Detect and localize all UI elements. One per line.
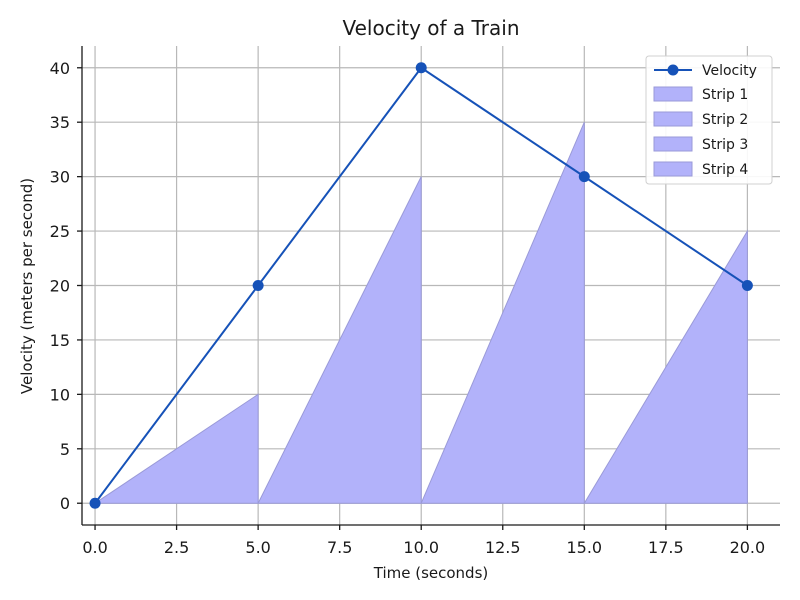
x-tick-label: 0.0 <box>82 538 107 557</box>
y-tick-label: 30 <box>50 168 70 187</box>
legend-strip-swatch <box>653 86 693 102</box>
y-tick-label: 0 <box>60 494 70 513</box>
velocity-point <box>578 171 590 183</box>
y-tick-label: 25 <box>50 222 70 241</box>
x-tick-label: 17.5 <box>648 538 684 557</box>
y-tick-label: 15 <box>50 331 70 350</box>
legend-label-velocity: Velocity <box>702 63 757 79</box>
strips <box>93 122 748 504</box>
x-tick-label: 15.0 <box>566 538 602 557</box>
x-axis-label: Time (seconds) <box>373 564 489 582</box>
x-tick-label: 12.5 <box>485 538 521 557</box>
y-tick-label: 40 <box>50 59 70 78</box>
velocity-point <box>741 280 753 291</box>
strip-2 <box>257 176 422 504</box>
y-tick-label: 35 <box>50 113 70 132</box>
y-tick-label: 5 <box>60 440 70 459</box>
strip-3 <box>420 122 585 504</box>
legend-velocity-marker <box>667 64 679 76</box>
strip-1 <box>93 393 259 504</box>
x-tick-label: 20.0 <box>730 538 766 557</box>
x-tick-label: 7.5 <box>327 538 352 557</box>
legend-strip-swatch <box>653 136 693 152</box>
legend: Velocity Strip 1 Strip 2 Strip 3 Strip 4 <box>645 55 773 185</box>
velocity-series <box>89 62 753 509</box>
legend-label-strip-2: Strip 2 <box>702 112 748 128</box>
axes: 0.0 2.5 5.0 7.5 10.0 12.5 15.0 17.5 20.0 0 5 10 15 20… <box>50 46 780 557</box>
velocity-point <box>252 280 264 291</box>
legend-strip-swatch <box>653 111 693 127</box>
velocity-point <box>415 62 427 74</box>
legend-label-strip-1: Strip 1 <box>702 87 748 103</box>
x-tick-label: 5.0 <box>245 538 270 557</box>
legend-label-strip-3: Strip 3 <box>702 137 748 153</box>
y-tick-label: 10 <box>50 385 70 404</box>
velocity-point <box>89 497 101 509</box>
legend-strip-swatch <box>653 161 693 177</box>
legend-label-strip-4: Strip 4 <box>702 162 748 178</box>
y-axis-label: Velocity (meters per second) <box>18 178 36 394</box>
x-tick-label: 2.5 <box>164 538 189 557</box>
strip-4 <box>583 229 748 504</box>
x-tick-label: 10.0 <box>403 538 439 557</box>
chart-title: Velocity of a Train <box>342 16 519 40</box>
y-tick-label: 20 <box>50 277 70 296</box>
